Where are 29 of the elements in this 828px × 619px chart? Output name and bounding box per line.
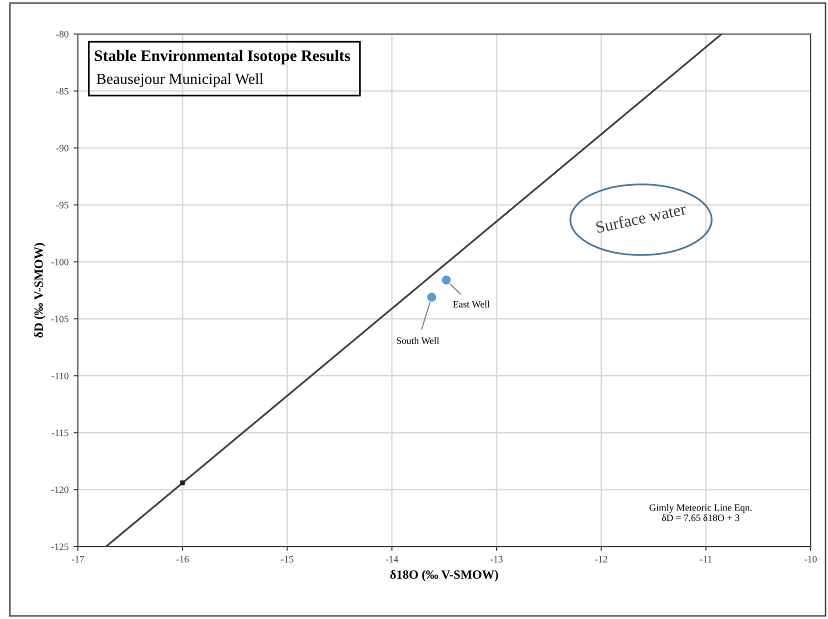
y-tick-label: -80	[56, 30, 68, 38]
x-tick-label: -12	[595, 556, 608, 562]
x-tick-label: -16	[176, 556, 189, 562]
y-tick-label: -90	[56, 144, 68, 152]
text: Beausejour Municipal Well	[96, 73, 264, 88]
x-tick-label: -17	[72, 556, 84, 562]
y-tick-label: -115	[52, 430, 68, 436]
y-tick-label: -110	[52, 372, 68, 380]
annotation: Gimly Meteoric Line Eqn. δD = 7.65 δ18O + 3	[650, 504, 752, 522]
y-tick-label: -100	[51, 258, 68, 266]
x-tick-label: -10	[804, 556, 817, 562]
y-axis-title: δD (‰ V-SMOW)	[34, 243, 46, 338]
x-tick-label: -15	[281, 556, 294, 562]
point	[442, 276, 451, 285]
y-tick-label: -120	[51, 486, 68, 494]
y-tick-label: -95	[56, 202, 68, 208]
point	[180, 480, 185, 486]
y-tick-label: -85	[56, 88, 68, 94]
y-tick-label: -105	[51, 316, 68, 322]
x-axis-title: δ18O (‰ V-SMOW)	[390, 570, 498, 582]
text: Stable Environmental Isotope Results	[94, 50, 350, 64]
annotation: East Well	[453, 300, 490, 308]
annotation: South Well	[396, 337, 440, 344]
x-tick-label: -11	[700, 556, 712, 562]
y-tick-label: -125	[51, 544, 68, 550]
point	[427, 292, 436, 302]
annotation: Surface water	[595, 202, 687, 234]
x-tick-label: -14	[386, 556, 398, 562]
x-tick-label: -13	[490, 556, 503, 562]
